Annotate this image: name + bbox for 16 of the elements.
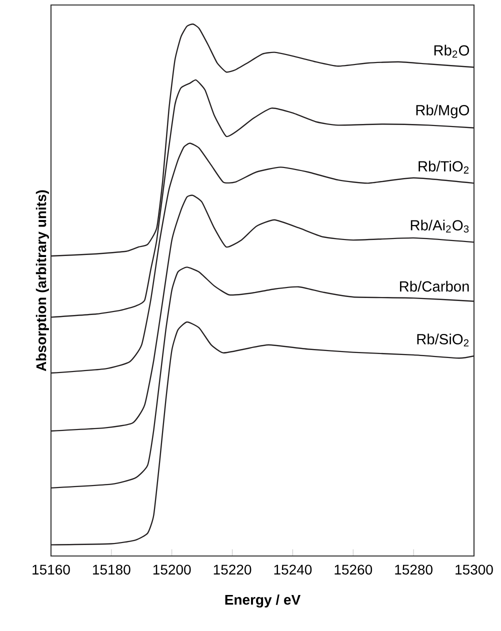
x-tick-label: 15160 [32, 564, 70, 575]
x-tick-label: 15220 [214, 564, 252, 575]
x-tick-label: 15240 [274, 564, 312, 575]
series-label: Rb$_{2}$O [434, 44, 470, 58]
series-label: Rb/TiO$_{2}$ [418, 160, 469, 174]
y-axis-title: Absorption (arbitrary units) [36, 190, 49, 372]
x-tick-label: 15280 [395, 564, 432, 575]
x-tick-label: 15260 [334, 564, 372, 575]
series-label: Rb/Carbon [400, 280, 469, 292]
series-label: Rb/Ai$_{2}$O$_{3}$ [410, 220, 469, 233]
series-label: Rb/MgO [416, 104, 470, 118]
x-tick-label: 15180 [93, 564, 130, 575]
x-tick-label: 15200 [153, 564, 191, 575]
series-label: Rb/SiO$_{2}$ [417, 334, 469, 346]
x-axis-title: Energy / eV [225, 594, 301, 608]
x-tick-label: 15300 [456, 564, 493, 575]
